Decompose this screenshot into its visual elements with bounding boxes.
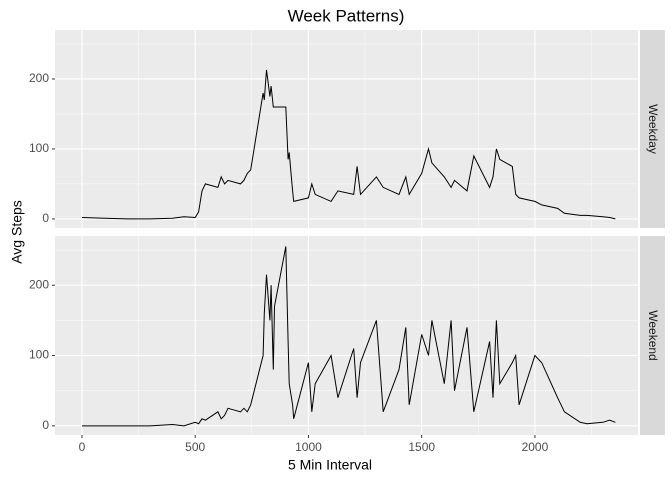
y-tick-label: 200: [29, 71, 49, 85]
y-tick-label: 0: [42, 211, 49, 225]
line: [82, 246, 616, 427]
y-tick-label: 100: [29, 348, 49, 362]
chart-title: Week Patterns): [288, 6, 405, 25]
x-tick-label: 0: [79, 440, 86, 454]
panel-background: [55, 30, 638, 228]
panel-background: [55, 236, 638, 435]
strip-background: [640, 236, 665, 435]
y-tick-label: 100: [29, 141, 49, 155]
y-tick-label: 0: [42, 418, 49, 432]
line: [81, 69, 616, 220]
strip-label: Weekend: [646, 310, 660, 360]
x-tick-label: 500: [185, 440, 205, 454]
strip-background: [640, 30, 665, 228]
y-tick-label: 200: [29, 277, 49, 291]
x-axis-label: 5 Min Interval: [288, 457, 372, 473]
strip-label: Weekday: [646, 104, 660, 154]
y-axis-label: Avg Steps: [9, 200, 25, 264]
x-tick-label: 1500: [408, 440, 435, 454]
x-tick-label: 2000: [522, 440, 549, 454]
x-tick-label: 1000: [295, 440, 322, 454]
